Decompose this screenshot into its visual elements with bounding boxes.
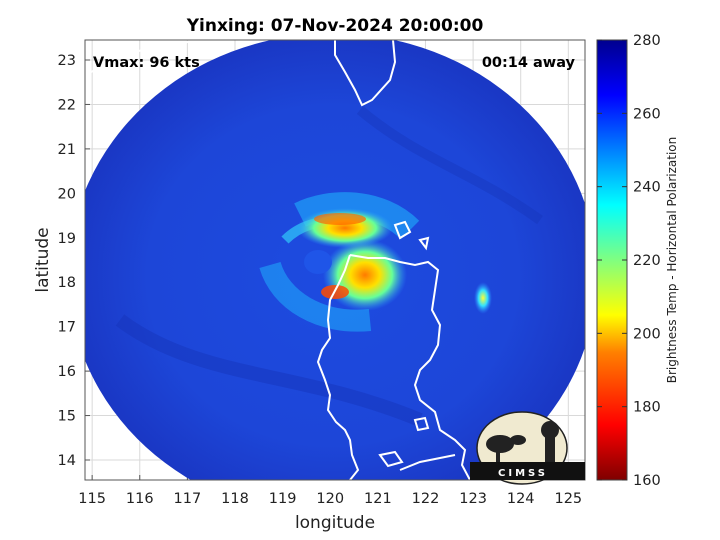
colorbar-tick-label: 280: [633, 33, 661, 49]
eyewall-warm-region: [323, 239, 407, 311]
x-tick-label: 117: [174, 491, 202, 507]
x-tick-label: 125: [554, 491, 582, 507]
rain-band: [259, 261, 372, 332]
x-tick-label: 121: [364, 491, 392, 507]
y-tick-label: 22: [58, 97, 76, 113]
x-tick-label: 122: [412, 491, 440, 507]
colorbar-tick-label: 200: [633, 326, 661, 342]
time-away-annotation: 00:14 away: [482, 55, 576, 71]
x-tick-labels: 115 116 117 118 119 120 121 122 123 124 125: [78, 491, 582, 507]
colorbar-tick-labels: 160 180 200 220 240 260 280: [597, 33, 661, 489]
x-tick-label: 116: [126, 491, 154, 507]
colorbar-tick-label: 160: [633, 473, 661, 489]
x-axis-label: longitude: [295, 513, 375, 533]
y-tick-label: 17: [58, 320, 76, 336]
y-tick-label: 14: [58, 453, 76, 469]
chart-title: Yinxing: 07-Nov-2024 20:00:00: [186, 16, 484, 36]
y-tick-label: 16: [58, 364, 76, 380]
x-tick-label: 115: [78, 491, 106, 507]
colorbar-tick-label: 180: [633, 400, 661, 416]
y-axis-label: latitude: [33, 227, 53, 292]
warm-core: [314, 213, 366, 225]
x-tick-label: 123: [459, 491, 487, 507]
vmax-annotation: Vmax: 96 kts: [93, 55, 200, 71]
colorbar-label: Brightness Temp - Horizontal Polarizatio…: [665, 137, 679, 384]
cimss-logo-text: CIMSS: [498, 468, 548, 479]
y-tick-label: 18: [58, 275, 76, 291]
colorbar-tick-label: 240: [633, 180, 661, 196]
storm-eye: [304, 250, 332, 274]
y-tick-label: 15: [58, 409, 76, 425]
axes-frame: [84, 39, 586, 481]
coastline: [85, 40, 471, 480]
cold-band: [115, 314, 423, 427]
y-tick-label: 20: [58, 186, 76, 202]
colorbar-tick-label: 260: [633, 106, 661, 122]
cimss-logo: CIMSS: [470, 411, 585, 485]
y-tick-label: 23: [58, 53, 76, 69]
x-tick-label: 118: [221, 491, 249, 507]
rain-band: [294, 192, 420, 240]
colorbar-tick-label: 220: [633, 253, 661, 269]
x-tick-label: 120: [316, 491, 344, 507]
isolated-convection: [474, 282, 492, 314]
y-tick-label: 21: [58, 142, 76, 158]
y-tick-labels: 14 15 16 17 18 19 20 21 22 23: [58, 53, 76, 469]
x-tick-label: 119: [269, 491, 297, 507]
cold-band: [356, 106, 543, 225]
y-tick-label: 19: [58, 231, 76, 247]
x-tick-label: 124: [507, 491, 535, 507]
